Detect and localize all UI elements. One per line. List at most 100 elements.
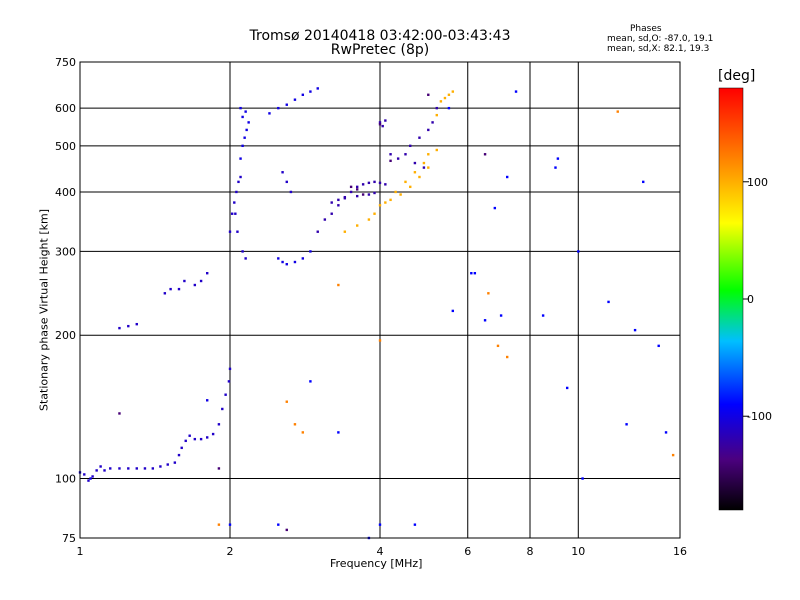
data-point [373,191,376,195]
data-point [285,263,288,266]
data-point [427,93,430,96]
data-point [343,230,347,233]
data-point [87,479,90,482]
data-point [470,272,473,275]
data-point [301,257,305,260]
data-point [180,446,183,450]
data-point [239,106,242,110]
data-point [399,193,402,196]
data-point [301,93,305,96]
x-tick-label: 4 [377,545,384,558]
data-point [541,314,545,317]
data-point [243,136,246,139]
colorbar-tick-label: 0 [747,293,754,306]
data-point [285,528,288,532]
data-point [193,283,197,287]
data-point [309,90,312,93]
y-tick-label: 300 [55,245,76,258]
data-point [404,180,407,184]
data-point [664,431,668,434]
data-point [349,185,353,189]
data-point [427,128,430,132]
data-point [607,300,610,304]
data-point [361,193,365,196]
data-point [285,180,288,184]
data-point [355,185,359,189]
y-tick-label: 600 [55,102,76,115]
data-point [394,190,397,194]
data-point [443,96,447,100]
data-point [556,157,560,160]
data-point [349,190,353,194]
data-point [447,93,451,96]
y-axis-ticks: 75 100 200 300 400 500 600 750 [55,56,76,545]
data-point [285,400,288,403]
data-point [289,190,293,194]
data-point [616,110,619,113]
data-point [633,328,637,332]
data-point [373,180,376,184]
data-point [367,193,371,196]
data-point [184,439,187,443]
data-point [439,100,443,103]
chart-title: Tromsø 20140418 03:42:00-03:43:43 [249,28,511,44]
data-point [418,136,421,139]
data-point [230,212,234,215]
data-point [127,467,130,470]
data-point [330,212,333,215]
plot-frame [79,61,681,539]
data-point [381,124,384,128]
data-point [657,344,660,348]
data-point [367,218,371,221]
data-point [554,166,557,169]
data-point [281,171,284,174]
data-point [277,523,280,526]
data-point [355,188,359,191]
data-point [373,212,376,215]
data-points [78,87,675,540]
colorbar-tick-label: 100 [747,176,768,189]
data-point [91,475,94,478]
data-point [245,128,248,132]
data-point [163,292,167,295]
data-point [427,153,430,156]
data-point [378,121,382,124]
x-tick-label: 2 [227,545,234,558]
data-point [193,437,197,441]
colorbar-tick-label: -100 [747,410,772,423]
data-point [244,110,247,113]
data-point [316,87,319,90]
data-point [413,161,417,165]
y-tick-label: 100 [55,473,76,486]
data-point [514,90,518,93]
data-point [451,309,455,313]
data-point [118,412,121,415]
data-point [151,467,155,470]
data-point [451,90,455,93]
data-point [355,224,359,227]
data-point [228,367,232,371]
data-point [337,204,340,207]
data-point [355,194,359,198]
data-point [384,119,387,122]
stats-x-mode: mean, sd,X: 82.1, 19.3 [607,44,710,54]
data-point [389,198,392,202]
data-point [565,386,569,390]
data-point [413,171,417,174]
data-point [483,153,487,156]
data-point [577,250,580,253]
grid-lines [79,61,681,539]
data-point [247,121,250,124]
data-point [427,166,430,169]
data-point [166,463,169,466]
data-point [221,407,224,411]
data-point [239,157,242,160]
data-point [118,326,121,330]
data-point [281,260,284,264]
data-point [337,283,340,287]
data-point [103,469,106,472]
y-tick-label: 200 [55,329,76,342]
x-axis-label: Frequency [MHz] [330,557,423,570]
data-point [361,183,365,186]
